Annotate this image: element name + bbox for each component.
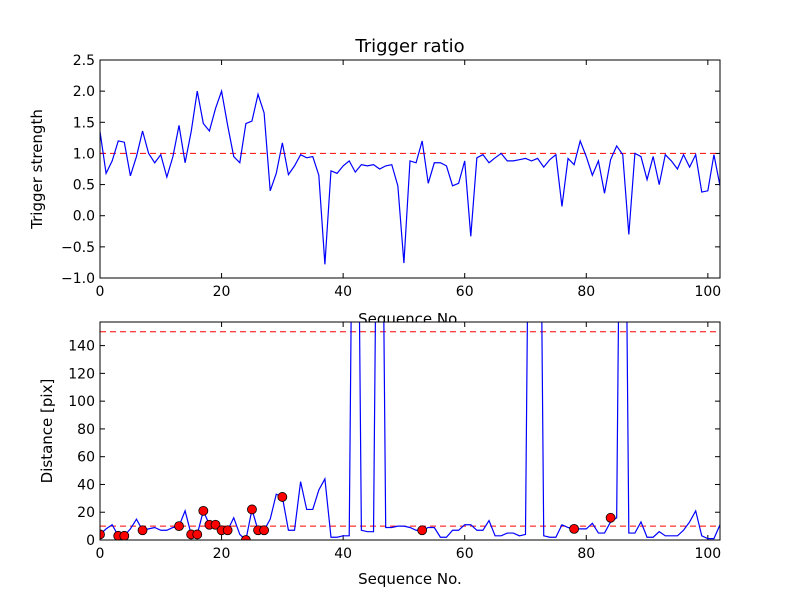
bottom-x-tick-label: 80 xyxy=(577,546,595,562)
selected-point-marker xyxy=(247,504,257,515)
top-x-tick-label: 80 xyxy=(577,284,595,300)
selected-point-marker xyxy=(119,530,130,540)
bottom-y-tick-label: 120 xyxy=(68,366,95,382)
selected-point-marker xyxy=(222,525,233,536)
top-y-axis-title: Trigger strength xyxy=(28,109,46,230)
bottom-y-tick-label: 40 xyxy=(77,477,95,493)
top-y-tick-label: −0.5 xyxy=(61,240,95,256)
selected-point-marker xyxy=(259,525,270,536)
chart-title: Trigger ratio xyxy=(354,36,464,57)
top-y-tick-label: 0.0 xyxy=(73,209,95,225)
bottom-y-tick-label: 80 xyxy=(77,422,95,438)
selected-point-marker xyxy=(569,523,580,534)
trigger-strength-series-line xyxy=(100,88,720,265)
selected-point-marker xyxy=(198,505,209,516)
bottom-x-tick-label: 60 xyxy=(456,546,474,562)
top-x-tick-label: 0 xyxy=(96,284,105,300)
selected-point-marker xyxy=(240,535,251,540)
distance-series-line xyxy=(100,322,720,540)
selected-point-marker xyxy=(210,519,221,530)
bottom-x-tick-label: 0 xyxy=(96,546,105,562)
selected-point-marker xyxy=(605,512,616,523)
selected-point-marker xyxy=(100,529,105,540)
top-y-tick-label: 1.0 xyxy=(73,146,95,162)
bottom-y-tick-label: 60 xyxy=(77,450,95,466)
bottom-y-tick-label: 20 xyxy=(77,505,95,521)
bottom-y-axis-title: Distance [pix] xyxy=(38,379,56,484)
top-x-tick-label: 100 xyxy=(694,284,721,300)
bottom-x-tick-label: 40 xyxy=(334,546,352,562)
bottom-y-tick-label: 100 xyxy=(68,394,95,410)
top-x-tick-label: 60 xyxy=(456,284,474,300)
top-y-tick-label: −1.0 xyxy=(61,271,95,287)
selected-point-marker xyxy=(192,529,203,540)
bottom-y-tick-label: 140 xyxy=(68,339,95,355)
bottom-plot-frame xyxy=(99,321,721,541)
bottom-x-axis-title: Sequence No. xyxy=(358,570,462,588)
bottom-x-tick-label: 100 xyxy=(694,546,721,562)
top-plot-frame xyxy=(99,59,721,279)
selected-point-marker xyxy=(174,521,184,532)
distance-chart: 0 20 40 60 80 100 0 20 40 60 80 100 120 140 Sequence … xyxy=(38,321,721,588)
selected-point-marker xyxy=(277,492,288,502)
top-x-tick-label: 40 xyxy=(334,284,352,300)
bottom-y-tick-label: 0 xyxy=(86,533,95,549)
selected-point-marker xyxy=(137,525,148,536)
selected-point-marker xyxy=(417,525,428,536)
top-y-tick-label: 0.5 xyxy=(73,178,95,194)
top-y-tick-label: 2.0 xyxy=(73,84,95,100)
top-y-tick-label: 1.5 xyxy=(73,115,95,131)
bottom-x-tick-label: 20 xyxy=(213,546,231,562)
top-x-tick-label: 20 xyxy=(213,284,231,300)
top-y-tick-label: 2.5 xyxy=(73,53,95,69)
trigger-ratio-chart: Trigger ratio 0 20 40 60 80 100 −1.0 −0.5 0.0 0.5… xyxy=(28,36,721,328)
